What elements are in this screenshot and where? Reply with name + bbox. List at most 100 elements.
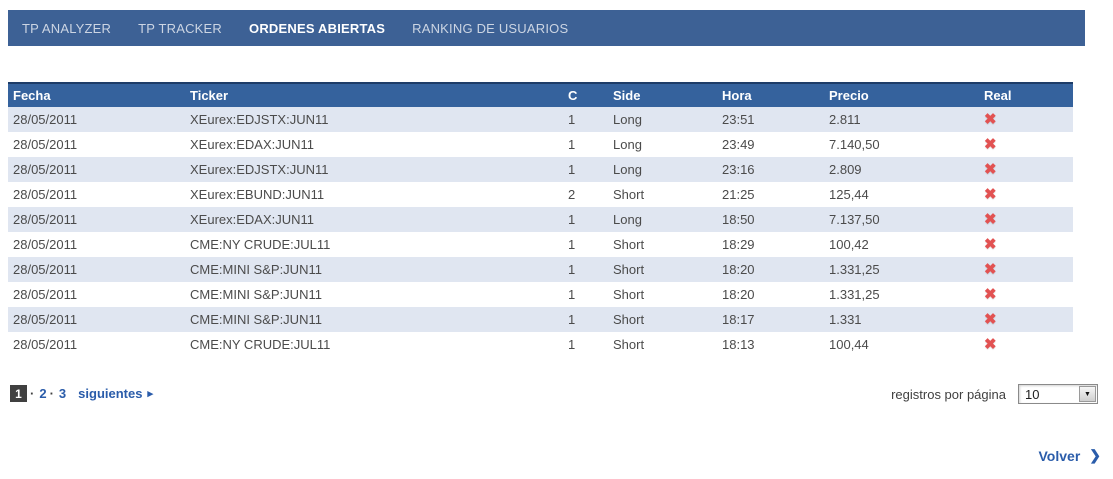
- cell-hora: 23:16: [722, 162, 755, 177]
- cell-c: 1: [568, 212, 576, 227]
- cell-c: 1: [568, 162, 576, 177]
- cell-c: 1: [568, 337, 576, 352]
- delete-order-icon[interactable]: ✖: [984, 136, 997, 153]
- table-row: 28/05/2011 XEurex:EDAX:JUN11 1 Long 18:50 7.1…: [8, 207, 1073, 232]
- delete-order-icon[interactable]: ✖: [984, 111, 997, 128]
- cell-ticker: XEurex:EDAX:JUN11: [190, 137, 315, 152]
- table-header-row: Fecha Ticker C Side Hora Precio Real: [8, 82, 1073, 107]
- page-separator: ·: [49, 386, 54, 401]
- cell-c: 1: [568, 262, 576, 277]
- cell-fecha: 28/05/2011: [13, 137, 78, 152]
- column-header-real: Real: [979, 82, 1073, 107]
- page-size-value: 10: [1025, 386, 1040, 402]
- cell-ticker: CME:NY CRUDE:JUL11: [190, 337, 331, 352]
- column-header-side: Side: [608, 82, 717, 107]
- cell-side: Short: [613, 287, 645, 302]
- delete-order-icon[interactable]: ✖: [984, 261, 997, 278]
- delete-order-icon[interactable]: ✖: [984, 286, 997, 303]
- tab-ordenes-abiertas[interactable]: ORDENES ABIERTAS: [249, 20, 386, 36]
- cell-precio: 1.331,25: [829, 262, 880, 277]
- cell-side: Short: [613, 312, 645, 327]
- cell-precio: 1.331: [829, 312, 862, 327]
- cell-hora: 18:50: [722, 212, 755, 227]
- cell-real: ✖: [979, 282, 1073, 307]
- next-page-link[interactable]: siguientes ▸: [78, 386, 153, 401]
- cell-fecha: 28/05/2011: [13, 162, 78, 177]
- cell-real: ✖: [979, 207, 1073, 232]
- cell-ticker: XEurex:EDAX:JUN11: [190, 212, 315, 227]
- back-link-label: Volver: [1038, 447, 1081, 464]
- delete-order-icon[interactable]: ✖: [984, 336, 997, 353]
- cell-real: ✖: [979, 232, 1073, 257]
- cell-hora: 18:17: [722, 312, 755, 327]
- cell-hora: 18:13: [722, 337, 755, 352]
- table-row: 28/05/2011 CME:NY CRUDE:JUL11 1 Short 18:13 1…: [8, 332, 1073, 357]
- back-link[interactable]: Volver ❯: [1039, 447, 1102, 464]
- cell-real: ✖: [979, 332, 1073, 357]
- tab-tp-tracker[interactable]: TP TRACKER: [138, 20, 223, 36]
- table-row: 28/05/2011 CME:MINI S&P:JUN11 1 Short 18:20 1…: [8, 282, 1073, 307]
- table-row: 28/05/2011 XEurex:EBUND:JUN11 2 Short 21:25 1…: [8, 182, 1073, 207]
- cell-ticker: CME:MINI S&P:JUN11: [190, 287, 322, 302]
- cell-fecha: 28/05/2011: [13, 262, 78, 277]
- cell-c: 2: [568, 187, 576, 202]
- cell-real: ✖: [979, 132, 1073, 157]
- cell-c: 1: [568, 287, 576, 302]
- delete-order-icon[interactable]: ✖: [984, 311, 997, 328]
- cell-c: 1: [568, 137, 576, 152]
- column-header-c: C: [563, 82, 608, 107]
- page-link-2[interactable]: 2: [39, 386, 47, 401]
- page-button-current[interactable]: 1: [10, 385, 27, 402]
- cell-ticker: XEurex:EDJSTX:JUN11: [190, 112, 329, 127]
- cell-hora: 18:20: [722, 262, 755, 277]
- cell-fecha: 28/05/2011: [13, 187, 78, 202]
- tab-tp-analyzer[interactable]: TP ANALYZER: [22, 20, 112, 36]
- cell-fecha: 28/05/2011: [13, 287, 78, 302]
- next-page-label: siguientes: [78, 386, 143, 401]
- cell-precio: 125,44: [829, 187, 869, 202]
- chevron-down-icon: ▼: [1084, 390, 1091, 398]
- top-nav: TP ANALYZER TP TRACKER ORDENES ABIERTAS RAN…: [8, 10, 1085, 46]
- cell-hora: 23:51: [722, 112, 755, 127]
- cell-side: Short: [613, 262, 645, 277]
- cell-side: Short: [613, 237, 645, 252]
- cell-real: ✖: [979, 107, 1073, 132]
- dropdown-button[interactable]: ▼: [1079, 386, 1096, 402]
- table-row: 28/05/2011 CME:MINI S&P:JUN11 1 Short 18:17 1…: [8, 307, 1073, 332]
- cell-real: ✖: [979, 257, 1073, 282]
- table-row: 28/05/2011 XEurex:EDAX:JUN11 1 Long 23:49 7.1…: [8, 132, 1073, 157]
- cell-fecha: 28/05/2011: [13, 337, 78, 352]
- cell-hora: 18:20: [722, 287, 755, 302]
- delete-order-icon[interactable]: ✖: [984, 186, 997, 203]
- open-orders-table: Fecha Ticker C Side Hora Precio Real 28/05/201…: [8, 82, 1073, 357]
- tab-ranking-de-usuarios[interactable]: RANKING DE USUARIOS: [412, 20, 569, 36]
- cell-precio: 100,42: [829, 237, 869, 252]
- page-separator: ·: [30, 386, 35, 401]
- column-header-precio: Precio: [824, 82, 979, 107]
- cell-side: Long: [613, 162, 642, 177]
- table-row: 28/05/2011 CME:NY CRUDE:JUL11 1 Short 18:29 1…: [8, 232, 1073, 257]
- cell-side: Long: [613, 212, 642, 227]
- cell-side: Short: [613, 187, 645, 202]
- cell-precio: 7.137,50: [829, 212, 880, 227]
- table-body: 28/05/2011 XEurex:EDJSTX:JUN11 1 Long 23:51 2…: [8, 107, 1073, 357]
- delete-order-icon[interactable]: ✖: [984, 161, 997, 178]
- cell-ticker: CME:NY CRUDE:JUL11: [190, 237, 331, 252]
- delete-order-icon[interactable]: ✖: [984, 236, 997, 253]
- delete-order-icon[interactable]: ✖: [984, 211, 997, 228]
- records-per-page: registros por página 10 ▼: [891, 384, 1098, 404]
- cell-fecha: 28/05/2011: [13, 312, 78, 327]
- cell-real: ✖: [979, 157, 1073, 182]
- records-per-page-label: registros por página: [891, 386, 1006, 402]
- chevron-right-icon: ❯: [1089, 447, 1101, 463]
- cell-precio: 2.809: [829, 162, 862, 177]
- cell-ticker: CME:MINI S&P:JUN11: [190, 312, 322, 327]
- pagination: 1 · 2 · 3 siguientes ▸: [10, 385, 153, 402]
- page-link-3[interactable]: 3: [58, 386, 67, 401]
- cell-c: 1: [568, 112, 576, 127]
- cell-side: Long: [613, 112, 642, 127]
- cell-hora: 18:29: [722, 237, 755, 252]
- cell-precio: 2.811: [829, 112, 861, 127]
- page-size-select[interactable]: 10 ▼: [1018, 384, 1098, 404]
